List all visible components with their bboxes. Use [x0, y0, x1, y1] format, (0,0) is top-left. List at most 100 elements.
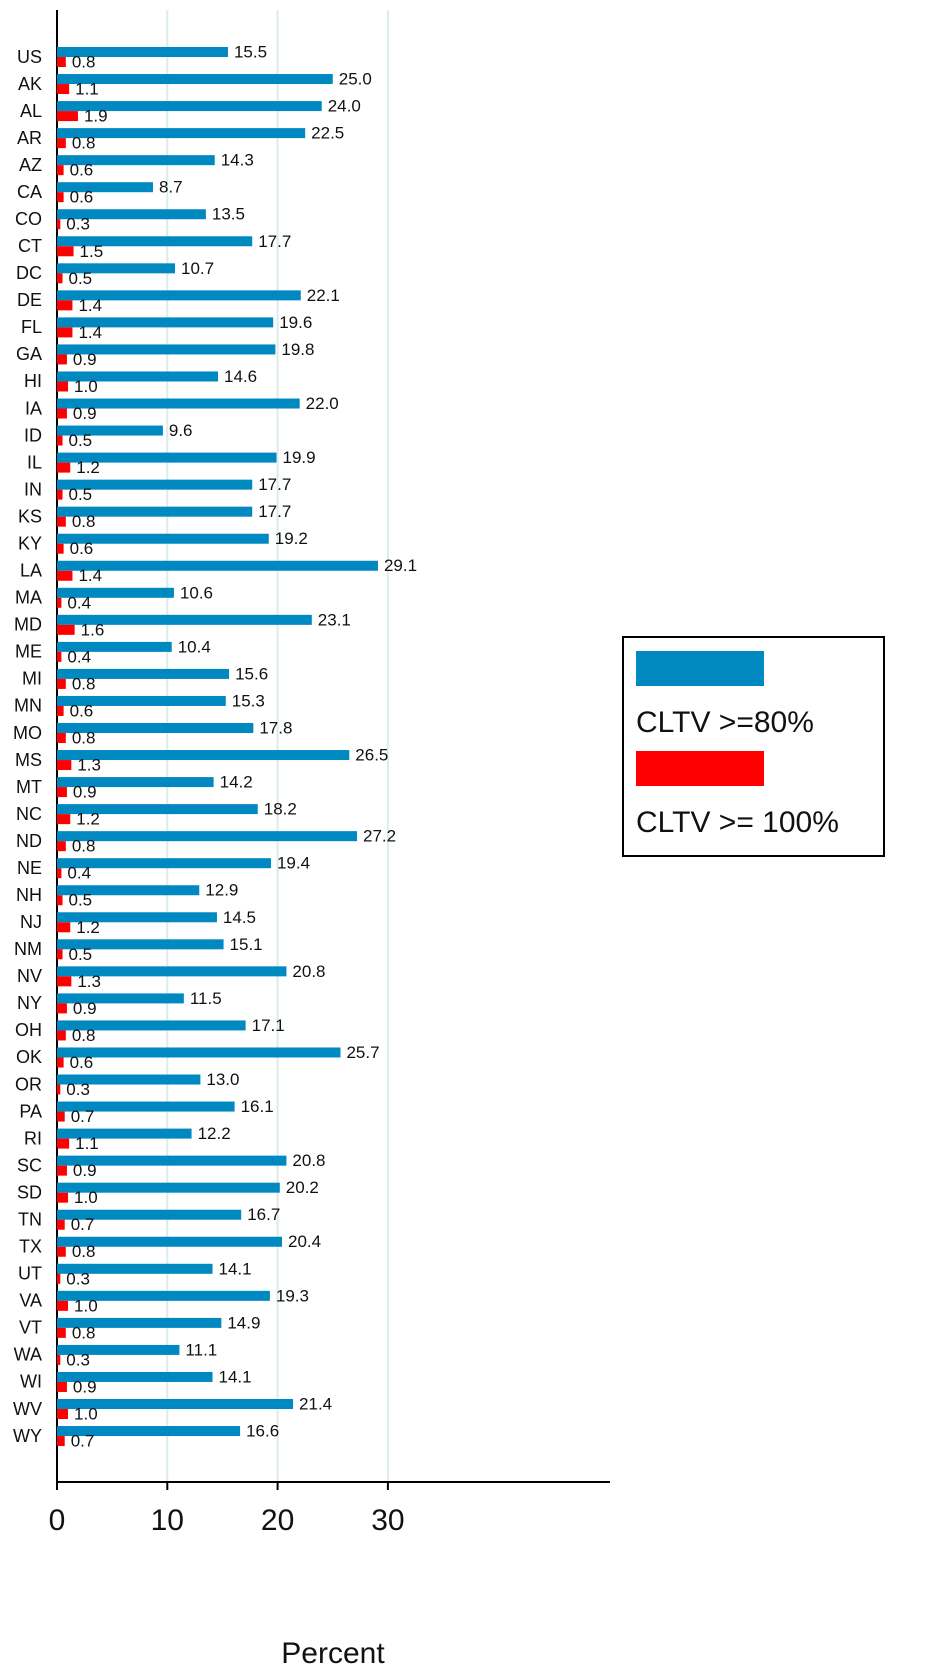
- y-tick-label: IN: [24, 479, 42, 499]
- bar: [57, 695, 226, 706]
- y-tick-label: ID: [24, 425, 42, 445]
- value-label: 0.7: [71, 1215, 95, 1234]
- value-label: 1.2: [76, 810, 100, 829]
- x-tick-label: 20: [261, 1504, 294, 1537]
- value-label: 0.4: [67, 647, 91, 666]
- bar: [57, 939, 224, 950]
- value-label: 15.6: [235, 664, 268, 683]
- bar: [57, 219, 61, 230]
- value-label: 1.6: [81, 620, 105, 639]
- bar: [57, 155, 215, 166]
- value-label: 15.1: [230, 935, 263, 954]
- value-label: 16.6: [246, 1422, 279, 1441]
- value-label: 11.5: [190, 989, 222, 1008]
- value-label: 22.1: [307, 286, 340, 305]
- y-tick-label: MI: [22, 669, 42, 689]
- bar: [57, 651, 62, 662]
- bar: [57, 1057, 64, 1068]
- value-label: 8.7: [159, 178, 183, 197]
- y-tick-label: NV: [17, 966, 42, 986]
- bar: [57, 668, 230, 679]
- bar: [57, 263, 176, 274]
- value-label: 1.4: [78, 566, 102, 585]
- y-tick-label: MO: [13, 723, 42, 743]
- bar: [57, 479, 253, 490]
- bar: [57, 1327, 66, 1338]
- y-tick-label: VA: [19, 1291, 42, 1311]
- bar: [57, 1030, 66, 1041]
- value-label: 0.3: [66, 1350, 90, 1369]
- value-label: 19.6: [279, 313, 312, 332]
- bar: [57, 993, 184, 1004]
- value-label: 0.9: [73, 783, 97, 802]
- bar: [57, 831, 358, 842]
- value-label: 14.3: [221, 151, 254, 170]
- y-tick-label: DE: [17, 290, 42, 310]
- value-label: 14.9: [227, 1313, 260, 1332]
- value-label: 0.5: [69, 485, 93, 504]
- value-label: 22.0: [306, 394, 339, 413]
- value-label: 0.9: [73, 999, 97, 1018]
- y-tick-label: MT: [16, 777, 42, 797]
- bar: [57, 317, 274, 328]
- bar: [57, 1128, 192, 1139]
- bar: [57, 1371, 213, 1382]
- value-label: 20.4: [288, 1232, 321, 1251]
- value-label: 0.8: [72, 52, 96, 71]
- bar: [57, 111, 78, 122]
- y-tick-label: IL: [27, 452, 42, 472]
- bar: [57, 1138, 70, 1149]
- bar: [57, 895, 63, 906]
- bar: [57, 209, 206, 220]
- value-label: 1.3: [77, 756, 101, 775]
- bar: [57, 1354, 61, 1365]
- value-label: 14.2: [220, 773, 253, 792]
- bar: [57, 1182, 280, 1193]
- value-label: 1.1: [75, 80, 99, 99]
- legend-label: CLTV >=80%: [636, 706, 814, 739]
- value-label: 17.8: [259, 718, 292, 737]
- value-label: 27.2: [363, 827, 396, 846]
- value-label: 16.7: [247, 1205, 280, 1224]
- value-label: 20.2: [286, 1178, 319, 1197]
- value-label: 0.5: [69, 945, 93, 964]
- bar: [57, 128, 306, 139]
- y-tick-label: NJ: [20, 912, 42, 932]
- bar: [57, 804, 258, 815]
- bar: [57, 462, 71, 473]
- value-label: 1.2: [76, 918, 100, 937]
- bar: [57, 236, 253, 247]
- value-label: 0.8: [72, 134, 96, 153]
- bar: [57, 246, 74, 257]
- value-label: 0.5: [69, 891, 93, 910]
- value-label: 1.0: [74, 1404, 98, 1423]
- value-label: 26.5: [355, 746, 388, 765]
- value-label: 19.3: [276, 1286, 309, 1305]
- x-tick-label: 0: [49, 1504, 66, 1537]
- y-tick-label: UT: [18, 1264, 42, 1284]
- y-tick-label: NM: [14, 939, 42, 959]
- value-label: 18.2: [264, 800, 297, 819]
- legend-label: CLTV >= 100%: [636, 806, 839, 839]
- bar: [57, 1246, 66, 1257]
- y-tick-label: GA: [16, 344, 42, 364]
- bar: [57, 678, 66, 689]
- value-label: 0.8: [72, 728, 96, 747]
- value-label: 21.4: [299, 1394, 332, 1413]
- bar: [57, 1436, 65, 1447]
- value-label: 12.9: [205, 881, 238, 900]
- y-tick-label: VT: [19, 1318, 42, 1338]
- value-label: 0.8: [72, 1242, 96, 1261]
- bar: [57, 912, 217, 923]
- y-tick-label: WA: [14, 1345, 42, 1365]
- y-tick-label: OR: [15, 1074, 42, 1094]
- bar: [57, 1192, 69, 1203]
- y-tick-label: IA: [25, 398, 42, 418]
- y-tick-label: TN: [18, 1209, 42, 1229]
- bar: [57, 641, 172, 652]
- value-label: 1.0: [74, 377, 98, 396]
- bar: [57, 1399, 294, 1409]
- bar: [57, 84, 70, 95]
- bar: [57, 885, 200, 896]
- value-label: 19.2: [275, 529, 308, 548]
